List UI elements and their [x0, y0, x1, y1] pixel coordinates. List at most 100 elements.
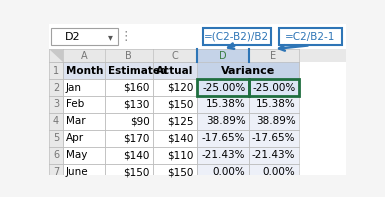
Text: $90: $90: [130, 116, 150, 126]
Bar: [105, 130, 153, 147]
Bar: [203, 28, 271, 45]
Bar: [197, 49, 249, 62]
Bar: [249, 164, 299, 181]
Bar: [249, 79, 299, 96]
Bar: [153, 62, 197, 79]
Text: 38.89%: 38.89%: [206, 116, 246, 126]
Bar: [153, 113, 197, 130]
Bar: [279, 28, 343, 45]
Bar: [51, 28, 119, 45]
Bar: [49, 49, 346, 62]
Text: 1: 1: [53, 66, 59, 76]
Text: 3: 3: [53, 99, 59, 110]
Text: $160: $160: [124, 83, 150, 93]
Bar: [105, 147, 153, 164]
Bar: [63, 62, 105, 79]
Text: Feb: Feb: [66, 99, 84, 110]
Text: -21.43%: -21.43%: [202, 150, 246, 160]
Bar: [197, 164, 249, 181]
Bar: [153, 79, 197, 96]
Text: 2: 2: [53, 83, 59, 93]
Bar: [63, 130, 105, 147]
Bar: [105, 164, 153, 181]
Bar: [197, 147, 249, 164]
Text: 4: 4: [53, 116, 59, 126]
Text: Mar: Mar: [66, 116, 85, 126]
Text: E: E: [271, 51, 276, 61]
Text: 0.00%: 0.00%: [213, 167, 246, 177]
Bar: [153, 164, 197, 181]
Bar: [49, 62, 63, 79]
Bar: [49, 79, 63, 96]
Text: D: D: [219, 51, 226, 61]
Text: A: A: [80, 51, 87, 61]
Bar: [249, 147, 299, 164]
Bar: [49, 147, 63, 164]
Bar: [105, 96, 153, 113]
Text: -25.00%: -25.00%: [202, 83, 246, 93]
Bar: [63, 96, 105, 113]
Text: Variance: Variance: [221, 66, 275, 76]
Text: $110: $110: [167, 150, 194, 160]
Text: D2: D2: [64, 32, 80, 42]
Text: Apr: Apr: [66, 133, 84, 143]
Bar: [249, 130, 299, 147]
Bar: [105, 79, 153, 96]
Bar: [105, 62, 153, 79]
Text: C: C: [172, 51, 178, 61]
Text: Actual: Actual: [156, 66, 194, 76]
Text: -21.43%: -21.43%: [252, 150, 296, 160]
Text: 38.89%: 38.89%: [256, 116, 296, 126]
Text: =(C2-B2)/B2: =(C2-B2)/B2: [204, 32, 270, 42]
Text: May: May: [66, 150, 87, 160]
Text: $125: $125: [167, 116, 194, 126]
Text: ▾: ▾: [108, 32, 113, 42]
Bar: [63, 79, 105, 96]
Bar: [49, 164, 63, 181]
Text: $150: $150: [167, 167, 194, 177]
Text: 0.00%: 0.00%: [263, 167, 296, 177]
Text: $170: $170: [124, 133, 150, 143]
Bar: [249, 113, 299, 130]
Text: B: B: [126, 51, 132, 61]
Text: 15.38%: 15.38%: [206, 99, 246, 110]
Bar: [197, 113, 249, 130]
Text: June: June: [66, 167, 89, 177]
Text: $140: $140: [124, 150, 150, 160]
Bar: [153, 130, 197, 147]
Text: $120: $120: [167, 83, 194, 93]
Bar: [63, 164, 105, 181]
Bar: [197, 79, 249, 96]
Text: ⋮: ⋮: [119, 30, 132, 43]
Text: -25.00%: -25.00%: [252, 83, 296, 93]
Bar: [63, 147, 105, 164]
Bar: [49, 130, 63, 147]
Bar: [197, 130, 249, 147]
Text: -17.65%: -17.65%: [202, 133, 246, 143]
Bar: [153, 147, 197, 164]
Bar: [197, 96, 249, 113]
Bar: [105, 113, 153, 130]
Bar: [197, 62, 299, 79]
Text: 15.38%: 15.38%: [256, 99, 296, 110]
Text: =C2/B2-1: =C2/B2-1: [285, 32, 336, 42]
Polygon shape: [49, 49, 63, 62]
Text: $130: $130: [124, 99, 150, 110]
Text: 7: 7: [53, 167, 59, 177]
Bar: [249, 79, 299, 96]
Text: -17.65%: -17.65%: [252, 133, 296, 143]
Bar: [197, 62, 249, 79]
Text: 6: 6: [53, 150, 59, 160]
Bar: [49, 96, 63, 113]
Text: Jan: Jan: [66, 83, 82, 93]
Text: 5: 5: [53, 133, 59, 143]
Bar: [249, 96, 299, 113]
Bar: [63, 113, 105, 130]
Bar: [197, 79, 249, 96]
Bar: [249, 62, 299, 79]
Text: $140: $140: [167, 133, 194, 143]
Text: Month: Month: [66, 66, 104, 76]
Text: $150: $150: [167, 99, 194, 110]
Text: Estimated: Estimated: [108, 66, 167, 76]
Text: $150: $150: [124, 167, 150, 177]
